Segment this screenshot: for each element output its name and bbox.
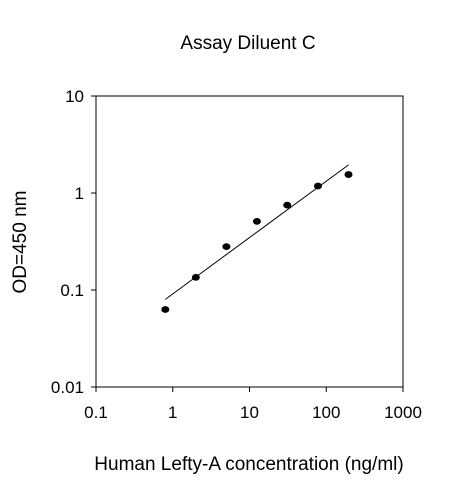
data-point <box>252 217 261 225</box>
x-tick-label: 1000 <box>384 403 422 422</box>
x-tick-label: 10 <box>240 403 259 422</box>
data-point <box>283 201 292 209</box>
data-point <box>161 306 170 313</box>
y-tick-labels: 0.01 0.1 1 10 <box>51 87 84 397</box>
data-point <box>222 243 231 251</box>
x-tick-label: 0.1 <box>84 403 108 422</box>
y-tick-label: 1 <box>75 184 84 203</box>
y-tick-label: 10 <box>65 87 84 106</box>
x-tick-labels: 0.1 1 10 100 1000 <box>84 403 422 422</box>
data-points <box>161 171 353 313</box>
data-point <box>344 171 353 178</box>
data-point <box>191 273 200 281</box>
x-tick-label: 1 <box>168 403 177 422</box>
y-axis-label: OD=450 nm <box>10 191 31 294</box>
x-tick-label: 100 <box>312 403 340 422</box>
plot-frame <box>95 95 404 388</box>
y-tick-label: 0.01 <box>51 378 84 397</box>
data-point <box>313 182 322 190</box>
chart-title: Assay Diluent C <box>180 33 315 54</box>
y-tick-label: 0.1 <box>60 281 84 300</box>
axis-ticks <box>91 95 404 392</box>
x-axis-label: Human Lefty-A concentration (ng/ml) <box>94 454 403 475</box>
